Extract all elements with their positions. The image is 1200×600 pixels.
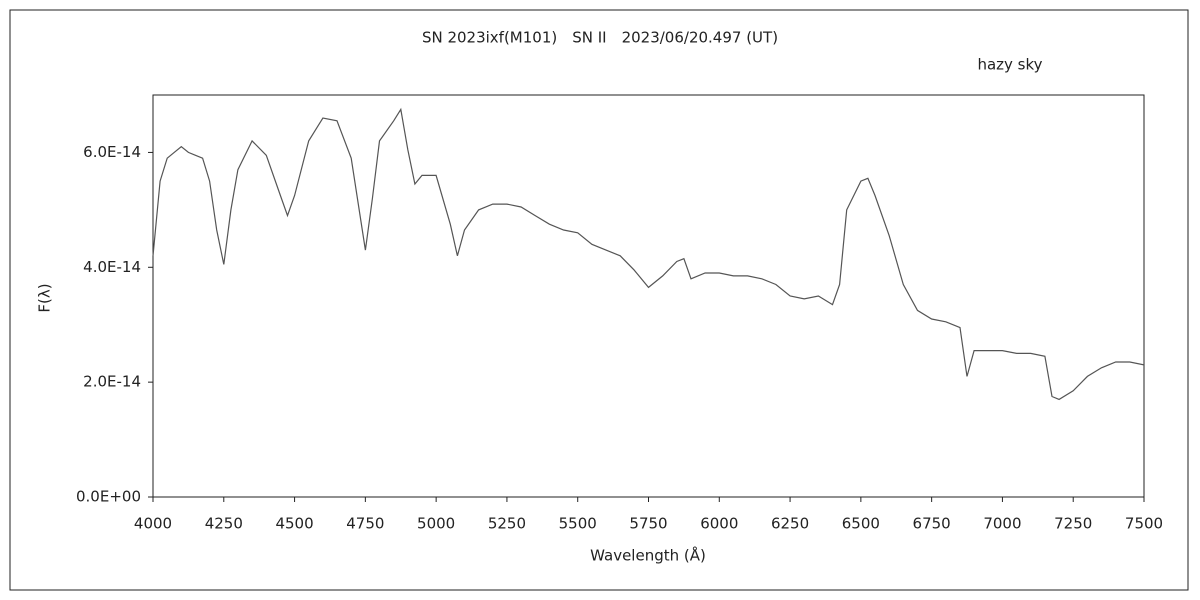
- x-tick-label: 4000: [134, 515, 172, 533]
- plot-frame: [152, 94, 1145, 498]
- x-tick-label: 7000: [983, 515, 1021, 533]
- x-tick-label: 5000: [417, 515, 455, 533]
- x-tick-label: 6500: [842, 515, 880, 533]
- x-tick-label: 6750: [913, 515, 951, 533]
- y-tick-label: 6.0E-14: [83, 143, 141, 161]
- x-tick-label: 6000: [700, 515, 738, 533]
- outer-border: [9, 9, 1189, 591]
- x-tick-label: 7500: [1125, 515, 1163, 533]
- x-tick-label: 4250: [205, 515, 243, 533]
- y-axis-label: F(λ): [36, 283, 54, 312]
- x-tick-label: 5500: [559, 515, 597, 533]
- x-tick-label: 5750: [629, 515, 667, 533]
- y-tick-label: 4.0E-14: [83, 258, 141, 276]
- chart-title: SN 2023ixf(M101) SN II 2023/06/20.497 (U…: [422, 29, 778, 47]
- spectrum-line: [152, 107, 1145, 401]
- x-tick-label: 4500: [275, 515, 313, 533]
- y-tick-label: 2.0E-14: [83, 373, 141, 391]
- x-tick-label: 5250: [488, 515, 526, 533]
- x-axis-label: Wavelength (Å): [590, 546, 706, 565]
- y-tick-label: 0.0E+00: [76, 488, 141, 506]
- x-tick-label: 6250: [771, 515, 809, 533]
- annotation: hazy sky: [977, 56, 1042, 74]
- x-tick-label: 4750: [346, 515, 384, 533]
- x-tick-label: 7250: [1054, 515, 1092, 533]
